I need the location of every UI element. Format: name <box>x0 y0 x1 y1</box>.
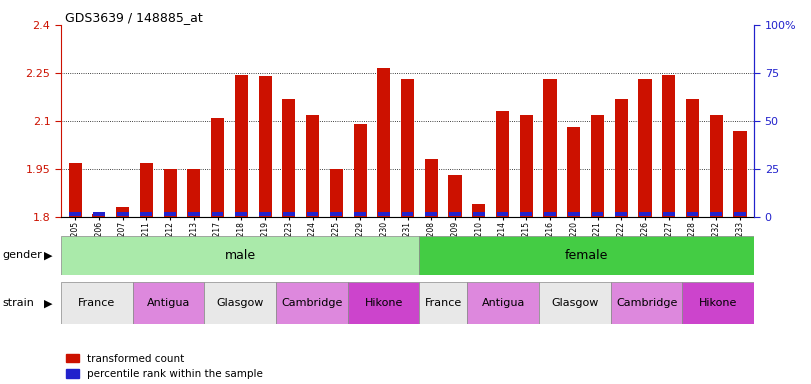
Bar <box>211 118 224 217</box>
Bar <box>354 124 367 217</box>
Bar <box>639 212 651 216</box>
FancyBboxPatch shape <box>683 282 754 324</box>
Bar <box>567 127 581 217</box>
FancyBboxPatch shape <box>539 282 611 324</box>
Bar <box>306 114 319 217</box>
Bar <box>188 212 200 216</box>
Text: GDS3639 / 148885_at: GDS3639 / 148885_at <box>65 12 203 25</box>
Bar <box>117 212 128 216</box>
Bar <box>401 212 414 216</box>
Bar <box>164 169 177 217</box>
Bar <box>734 212 746 216</box>
Bar <box>520 114 533 217</box>
Bar <box>401 79 414 217</box>
Text: male: male <box>225 249 255 262</box>
Text: strain: strain <box>2 298 34 308</box>
Text: Hikone: Hikone <box>364 298 403 308</box>
Bar <box>187 169 200 217</box>
Bar <box>282 99 295 217</box>
Bar <box>544 212 556 216</box>
Bar <box>568 212 580 216</box>
Bar <box>710 212 722 216</box>
FancyBboxPatch shape <box>204 282 276 324</box>
Bar <box>354 212 366 216</box>
Text: Glasgow: Glasgow <box>551 298 599 308</box>
FancyBboxPatch shape <box>611 282 683 324</box>
Bar <box>733 131 746 217</box>
Bar <box>543 79 556 217</box>
FancyBboxPatch shape <box>419 236 754 275</box>
Text: Antigua: Antigua <box>482 298 525 308</box>
Bar <box>307 212 319 216</box>
FancyBboxPatch shape <box>61 236 419 275</box>
Bar <box>69 162 82 217</box>
Bar <box>496 212 508 216</box>
Bar <box>378 212 390 216</box>
Bar <box>687 212 698 216</box>
Text: France: France <box>425 298 462 308</box>
Text: ▶: ▶ <box>44 298 52 308</box>
Bar <box>663 212 675 216</box>
Bar <box>259 212 271 216</box>
Bar <box>425 212 437 216</box>
Bar <box>496 111 509 217</box>
Text: Cambridge: Cambridge <box>281 298 342 308</box>
Bar <box>330 169 343 217</box>
FancyBboxPatch shape <box>276 282 348 324</box>
Bar <box>235 212 247 216</box>
Bar <box>449 212 461 216</box>
Bar <box>330 212 342 216</box>
Text: female: female <box>565 249 608 262</box>
FancyBboxPatch shape <box>419 282 467 324</box>
Text: France: France <box>78 298 115 308</box>
FancyBboxPatch shape <box>467 282 539 324</box>
Bar <box>473 212 485 216</box>
Bar <box>234 74 248 217</box>
Bar <box>92 214 105 217</box>
Text: Hikone: Hikone <box>699 298 737 308</box>
Bar <box>615 99 628 217</box>
Bar <box>591 212 603 216</box>
Bar <box>283 212 294 216</box>
Bar <box>472 204 485 217</box>
Bar <box>259 76 272 217</box>
Bar <box>448 175 461 217</box>
Bar <box>591 114 604 217</box>
Bar <box>521 212 532 216</box>
Bar <box>425 159 438 217</box>
Text: ▶: ▶ <box>44 250 52 260</box>
Bar <box>638 79 651 217</box>
Bar <box>139 162 152 217</box>
Bar <box>93 212 105 216</box>
Bar <box>686 99 699 217</box>
Bar <box>663 74 676 217</box>
FancyBboxPatch shape <box>61 282 132 324</box>
Bar <box>710 114 723 217</box>
Bar <box>164 212 176 216</box>
Text: Antigua: Antigua <box>147 298 190 308</box>
Text: Glasgow: Glasgow <box>217 298 264 308</box>
FancyBboxPatch shape <box>132 282 204 324</box>
Bar <box>116 207 129 217</box>
FancyBboxPatch shape <box>348 282 419 324</box>
Legend: transformed count, percentile rank within the sample: transformed count, percentile rank withi… <box>66 354 263 379</box>
Bar <box>69 212 81 216</box>
Text: Cambridge: Cambridge <box>616 298 677 308</box>
Bar <box>616 212 627 216</box>
Bar <box>212 212 224 216</box>
Bar <box>377 68 390 217</box>
Text: gender: gender <box>2 250 42 260</box>
Bar <box>140 212 152 216</box>
